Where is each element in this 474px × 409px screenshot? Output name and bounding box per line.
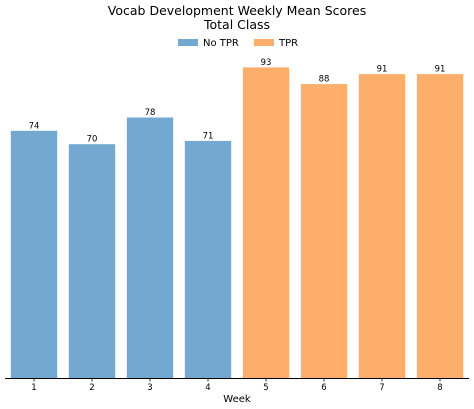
x-tick-label-1: 1 [31,383,36,393]
bars-group [11,67,463,378]
value-label-week-1: 74 [29,121,40,131]
bar-week-4 [185,141,231,378]
bar-week-3 [127,118,173,379]
value-label-week-7: 91 [377,65,388,75]
x-tick-label-4: 4 [205,383,210,393]
legend: No TPR TPR [178,38,298,49]
legend-swatch-no-tpr [178,39,198,46]
x-tick-label-2: 2 [89,383,94,393]
chart-title-group: Vocab Development Weekly Mean Scores Tot… [108,3,366,32]
x-tick-label-3: 3 [147,383,152,393]
value-label-week-2: 70 [87,135,98,145]
legend-swatch-tpr [254,39,274,46]
value-label-week-8: 91 [435,65,446,75]
bar-week-7 [359,74,405,378]
x-tick-label-6: 6 [321,383,326,393]
chart-title: Vocab Development Weekly Mean Scores [108,3,366,18]
value-label-week-4: 71 [203,131,214,141]
x-tick-label-7: 7 [379,383,384,393]
bar-week-1 [11,131,57,378]
x-tick-label-5: 5 [263,383,268,393]
legend-label-no-tpr: No TPR [203,38,239,49]
bar-week-2 [69,144,115,378]
bar-week-6 [301,84,347,378]
x-tick-label-8: 8 [437,383,442,393]
value-label-week-5: 93 [261,58,272,68]
value-label-week-6: 88 [319,75,330,85]
x-axis-label: Week [223,394,251,405]
chart-subtitle: Total Class [203,17,270,32]
bar-week-5 [243,67,289,378]
x-ticks-group: 1 2 3 4 5 6 7 8 [31,378,442,393]
bar-week-8 [417,74,463,378]
legend-label-tpr: TPR [278,38,298,49]
value-label-week-3: 78 [145,108,156,118]
